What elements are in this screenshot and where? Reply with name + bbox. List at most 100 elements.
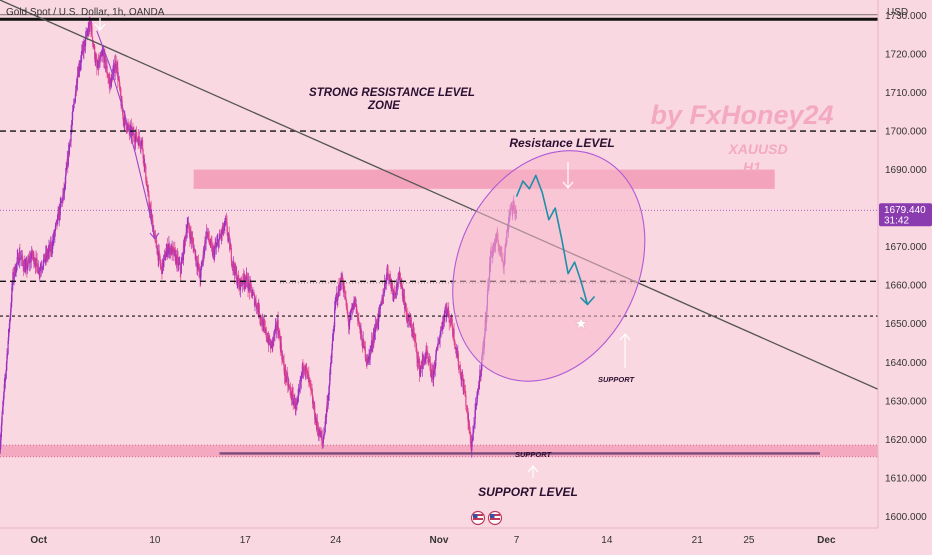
current-price-badge[interactable]: 1679.440 31:42 bbox=[879, 203, 932, 227]
candle-body bbox=[293, 401, 295, 405]
forecast-path[interactable] bbox=[515, 174, 589, 305]
candle-body bbox=[41, 268, 43, 270]
symbol-title: Gold Spot / U.S. Dollar, 1h, OANDA bbox=[6, 7, 165, 18]
candle-body bbox=[237, 276, 239, 282]
candle-body bbox=[226, 231, 229, 236]
candle-body bbox=[443, 313, 445, 321]
candle-body bbox=[7, 340, 9, 354]
candle-body bbox=[181, 259, 183, 264]
candle-body bbox=[276, 327, 278, 330]
candle-body bbox=[222, 229, 224, 234]
candle-body bbox=[448, 310, 450, 315]
candle-body bbox=[292, 393, 294, 405]
candle-body bbox=[141, 140, 144, 150]
x-tick-label: 17 bbox=[240, 535, 252, 546]
candle-body bbox=[22, 261, 24, 267]
candle-body bbox=[283, 361, 285, 372]
candle-body bbox=[306, 370, 308, 372]
candle-body bbox=[1, 422, 3, 432]
candle-body bbox=[158, 251, 160, 261]
candle-body bbox=[308, 378, 310, 380]
candle-body bbox=[403, 296, 406, 309]
y-tick-label: 1620.000 bbox=[885, 435, 927, 446]
candle-body bbox=[2, 400, 4, 407]
candle-body bbox=[228, 233, 230, 238]
candle-body bbox=[147, 190, 150, 196]
candle-body bbox=[76, 74, 79, 84]
candle-body bbox=[441, 329, 443, 331]
candle-body bbox=[471, 441, 473, 451]
candle-body bbox=[268, 335, 271, 344]
candle-body bbox=[369, 349, 371, 360]
candle-body bbox=[86, 34, 88, 36]
candle-body bbox=[265, 329, 267, 338]
candle-body bbox=[272, 338, 274, 346]
candle-body bbox=[146, 184, 148, 186]
candle-body bbox=[16, 257, 18, 263]
candle-body bbox=[239, 279, 242, 290]
candle-body bbox=[197, 262, 200, 270]
candle-body bbox=[163, 255, 165, 260]
candle-body bbox=[420, 366, 422, 368]
candle-body bbox=[253, 294, 256, 306]
descending-trendline[interactable] bbox=[0, 0, 879, 390]
candle-body bbox=[355, 297, 357, 306]
candle-body bbox=[429, 362, 431, 372]
x-tick-label: Dec bbox=[817, 535, 836, 546]
candle-body bbox=[424, 358, 426, 364]
candle-body bbox=[286, 373, 288, 380]
candle-body bbox=[465, 405, 468, 408]
candle-body bbox=[171, 246, 173, 256]
candle-body bbox=[392, 293, 394, 295]
us-flag-event-icon[interactable] bbox=[487, 510, 503, 526]
candle-body bbox=[188, 222, 190, 230]
candle-body bbox=[73, 101, 75, 105]
annotation-resistance-level: Resistance LEVEL bbox=[509, 136, 614, 150]
x-tick-label: Oct bbox=[30, 535, 47, 546]
candle-body bbox=[196, 264, 199, 268]
candle-body bbox=[323, 432, 326, 434]
candle-body bbox=[323, 433, 325, 440]
candle-body bbox=[287, 376, 289, 386]
candle-body bbox=[172, 246, 174, 249]
candle-body bbox=[460, 377, 463, 381]
price-axis[interactable]: USD 1600.000 1610.000 1620.000 1630.000 1640… bbox=[877, 0, 932, 528]
candle-body bbox=[144, 164, 146, 167]
candle-body bbox=[128, 125, 130, 131]
candle-body bbox=[219, 234, 221, 237]
time-axis[interactable]: Oct 10 17 24 Nov 7 14 21 25 Dec bbox=[0, 527, 932, 550]
candle-body bbox=[176, 255, 179, 257]
candle-body bbox=[38, 268, 40, 274]
up-arrow-support-level-head-icon bbox=[527, 465, 539, 473]
candle-body bbox=[13, 275, 15, 279]
target-star-icon bbox=[574, 316, 588, 330]
candle-body bbox=[226, 222, 228, 232]
candle-body bbox=[74, 94, 76, 102]
candle-body bbox=[52, 240, 54, 241]
support-zone bbox=[0, 445, 878, 457]
candle-body bbox=[1, 412, 3, 423]
candle-body bbox=[396, 286, 399, 288]
candle-body bbox=[463, 384, 465, 392]
candle-body bbox=[339, 289, 342, 290]
us-flag-event-icon[interactable] bbox=[470, 510, 486, 526]
candle-body bbox=[81, 51, 83, 56]
price-axis-background bbox=[878, 0, 932, 528]
candle-body bbox=[8, 328, 10, 330]
candle-body bbox=[433, 370, 435, 380]
candle-body bbox=[145, 166, 147, 181]
candle-body bbox=[294, 398, 296, 408]
pullback-arrowhead-icon bbox=[149, 232, 160, 240]
candle-body bbox=[416, 349, 418, 359]
candle-body bbox=[303, 367, 305, 371]
candle-body bbox=[250, 284, 252, 290]
candle-body bbox=[454, 342, 456, 349]
candle-body bbox=[99, 57, 101, 63]
economic-event-icons[interactable] bbox=[470, 510, 503, 526]
candle-body bbox=[91, 26, 93, 37]
candle-body bbox=[332, 331, 335, 335]
candle-body bbox=[464, 391, 466, 396]
highlight-ellipse[interactable] bbox=[416, 119, 681, 413]
